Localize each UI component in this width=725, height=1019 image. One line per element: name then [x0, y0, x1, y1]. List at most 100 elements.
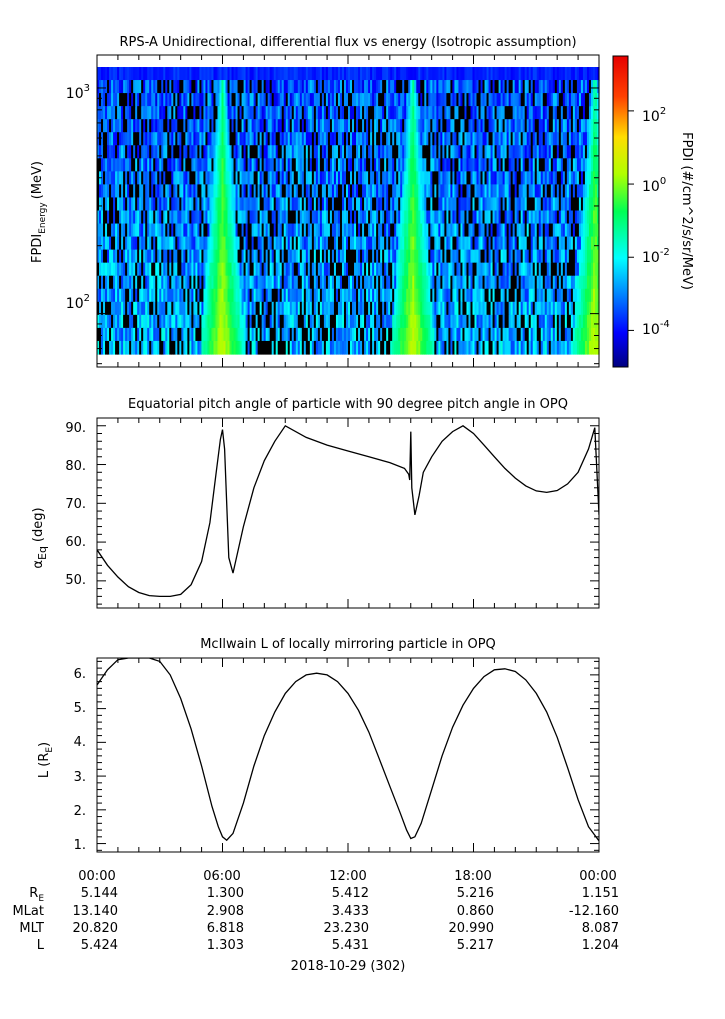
spectrogram-cell: [279, 132, 283, 146]
spectrogram-cell: [534, 158, 538, 172]
spectrogram-cell: [574, 158, 578, 172]
spectrogram-cell: [366, 106, 369, 120]
spectrogram-cell: [350, 223, 353, 238]
spectrogram-cell: [366, 223, 369, 238]
spectrogram-cell: [434, 171, 437, 186]
spectrogram-cell: [410, 275, 413, 290]
spectrogram-cell: [107, 197, 110, 212]
spectrogram-cell: [201, 288, 205, 303]
spectrogram-cell: [185, 262, 188, 277]
spectrogram-cell: [299, 236, 303, 251]
spectrogram-cell: [323, 119, 327, 133]
spectrogram-cell: [165, 262, 168, 277]
spectrogram-cell: [530, 106, 534, 120]
spectrogram-cell: [119, 67, 122, 81]
spectrogram-cell: [125, 275, 128, 290]
spectrogram-cell: [356, 67, 359, 81]
spectrogram-cell: [121, 314, 124, 329]
spectrogram-cell: [582, 80, 586, 94]
spectrogram-cell: [348, 210, 351, 225]
spectrogram-cell: [370, 145, 373, 159]
spectrogram-cell: [414, 314, 417, 329]
spectrogram-cell: [237, 145, 241, 159]
spectrogram-cell: [472, 184, 476, 199]
spectrogram-cell: [480, 210, 484, 225]
spectrogram-cell: [205, 67, 209, 81]
spectrogram-cell: [289, 223, 293, 238]
spectrogram-cell: [506, 210, 510, 225]
spectrogram-cell: [552, 249, 556, 264]
spectrogram-cell: [303, 210, 307, 225]
spectrogram-cell: [169, 106, 172, 120]
spectrogram-cell: [103, 67, 106, 81]
spectrogram-cell: [327, 93, 331, 107]
spectrogram-cell: [137, 184, 140, 199]
spectrogram-cell: [524, 314, 528, 329]
spectrogram-cell: [133, 67, 136, 81]
spectrogram-cell: [277, 314, 281, 329]
spectrogram-cell: [103, 132, 106, 146]
spectrogram-cell: [542, 249, 546, 264]
spectrogram-cell: [430, 67, 433, 81]
spectrogram-cell: [488, 301, 492, 316]
spectrogram-cell: [458, 223, 462, 238]
spectrogram-cell: [245, 223, 249, 238]
spectrogram-cell: [486, 184, 490, 199]
spectrogram-cell: [343, 301, 347, 316]
spectrogram-cell: [123, 67, 126, 81]
spectrogram-cell: [283, 158, 287, 172]
spectrogram-cell: [187, 145, 190, 159]
spectrogram-cell: [450, 80, 454, 94]
spectrogram-cell: [488, 249, 492, 264]
spectrogram-cell: [247, 93, 251, 107]
spectrogram-cell: [207, 80, 211, 94]
spectrogram-cell: [147, 119, 150, 133]
spectrogram-cell: [386, 314, 389, 329]
spectrogram-cell: [315, 145, 319, 159]
spectrogram-cell: [203, 67, 207, 81]
spectrogram-cell: [325, 158, 329, 172]
spectrogram-cell: [221, 184, 225, 199]
spectrogram-cell: [554, 210, 558, 225]
spectrogram-cell: [233, 223, 237, 238]
spectrogram-cell: [496, 249, 500, 264]
spectrogram-cell: [199, 301, 203, 316]
spectrogram-cell: [261, 93, 265, 107]
spectrogram-cell: [452, 223, 456, 238]
spectrogram-cell: [420, 106, 423, 120]
spectrogram-cell: [233, 93, 237, 107]
spectrogram-cell: [205, 80, 209, 94]
spectrogram-cell: [534, 119, 538, 133]
spectrogram-cell: [496, 314, 500, 329]
spectrogram-cell: [558, 145, 562, 159]
spectrogram-cell: [562, 210, 566, 225]
spectrogram-cell: [99, 93, 102, 107]
spectrogram-cell: [382, 145, 385, 159]
spectrogram-cell: [199, 158, 203, 172]
spectrogram-cell: [181, 132, 184, 146]
spectrogram-cell: [540, 288, 544, 303]
spectrogram-cell: [313, 262, 317, 277]
spectrogram-cell: [293, 301, 297, 316]
spectrogram-cell: [211, 236, 215, 251]
spectrogram-cell: [394, 223, 397, 238]
spectrogram-cell: [283, 262, 287, 277]
spectrogram-cell: [542, 236, 546, 251]
spectrogram-cell: [512, 106, 516, 120]
spectrogram-cell: [157, 314, 160, 329]
spectrogram-cell: [211, 171, 215, 186]
spectrogram-cell: [554, 80, 558, 94]
spectrogram-cell: [518, 197, 522, 212]
spectrogram-cell: [542, 145, 546, 159]
spectrogram-cell: [225, 119, 229, 133]
spectrogram-cell: [496, 236, 500, 251]
spectrogram-cell: [281, 236, 285, 251]
spectrogram-cell: [578, 223, 582, 238]
spectrogram-cell: [97, 132, 100, 146]
spectrogram-cell: [213, 80, 217, 94]
spectrogram-cell: [570, 93, 574, 107]
spectrogram-cell: [315, 249, 319, 264]
spectrogram-cell: [508, 301, 512, 316]
spectrogram-cell: [139, 288, 142, 303]
spectrogram-cell: [233, 171, 237, 186]
